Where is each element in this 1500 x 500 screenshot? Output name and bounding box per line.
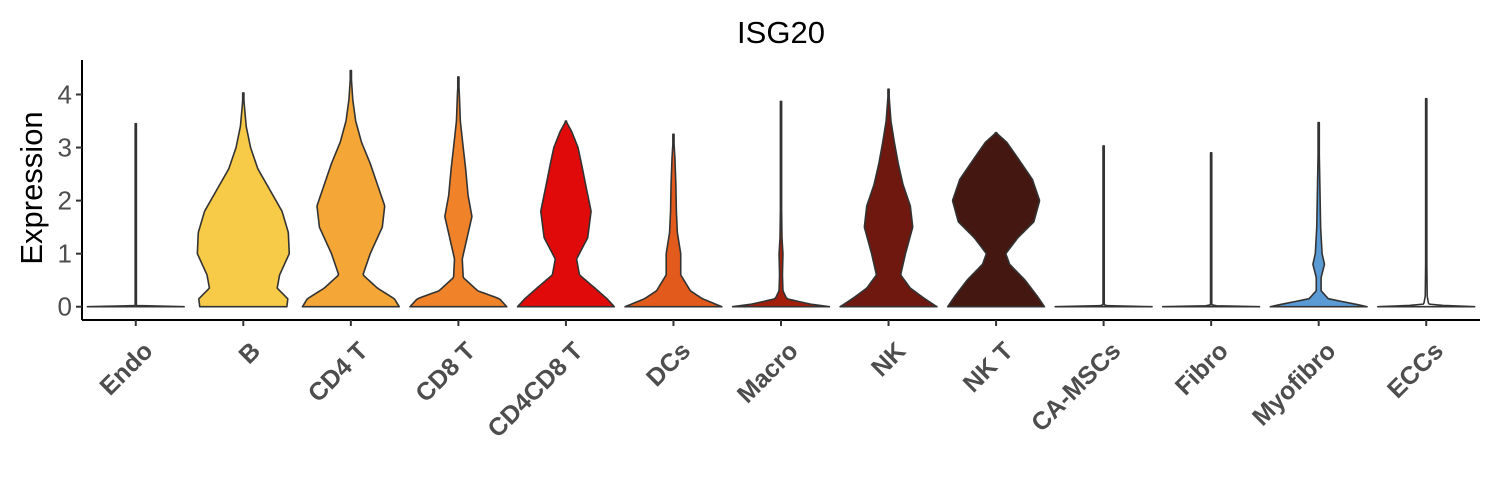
violin-cd4cd8-t: [516, 120, 616, 308]
violin-endo: [86, 122, 185, 308]
violin-b: [196, 92, 291, 308]
violins-layer: [86, 69, 1476, 308]
y-axis-title: Expression: [14, 111, 49, 264]
violin-fibro: [1161, 152, 1261, 308]
violin-ca-mscs: [1054, 145, 1153, 308]
violin-dcs: [624, 133, 723, 308]
y-tick-label: 1: [58, 239, 72, 269]
x-tick-label: Fibro: [1170, 337, 1234, 401]
y-tick-label: 2: [58, 186, 72, 216]
x-tick-label: CD4 T: [303, 337, 374, 408]
violin-macro: [731, 100, 831, 308]
violin-myofibro: [1269, 121, 1368, 308]
x-tick-label: Macro: [732, 337, 804, 409]
x-tick-label: B: [233, 337, 266, 370]
violin-nk: [839, 88, 938, 308]
violin-eccs: [1377, 97, 1476, 308]
x-tick-label: CA-MSCs: [1026, 337, 1126, 437]
y-tick-label: 3: [58, 133, 72, 163]
x-tick-label: NK T: [958, 337, 1019, 398]
violin-cd4-t: [301, 69, 401, 308]
x-tick-label: NK: [866, 337, 911, 382]
y-tick-label: 0: [58, 292, 72, 322]
x-tick-label: Endo: [94, 337, 158, 401]
x-tick-label: CD4CD8 T: [482, 337, 588, 443]
x-tick-label: CD8 T: [410, 337, 481, 408]
chart-title: ISG20: [737, 15, 825, 50]
x-tick-label: ECCs: [1382, 337, 1449, 404]
violin-nk-t: [946, 131, 1046, 308]
x-tick-label: DCs: [641, 337, 696, 392]
y-tick-label: 4: [58, 79, 72, 109]
violin-cd8-t: [409, 76, 508, 308]
x-tick-label: Myofibro: [1247, 337, 1341, 431]
